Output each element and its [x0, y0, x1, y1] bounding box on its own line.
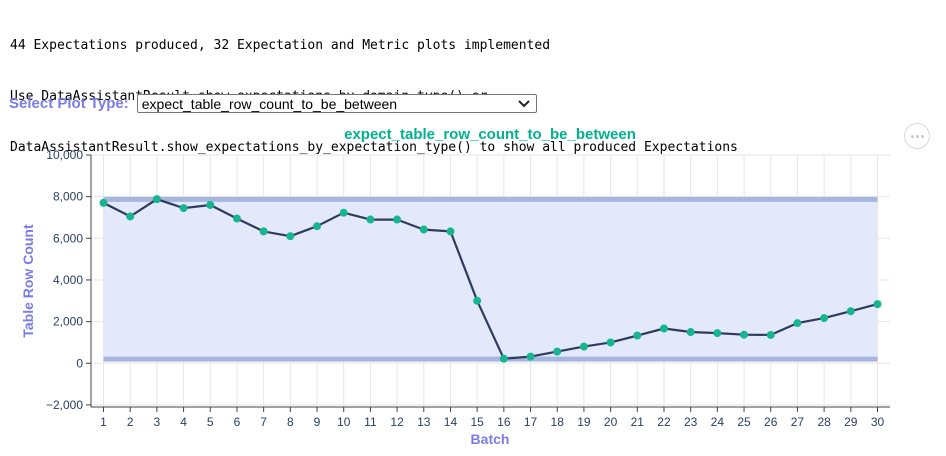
expectation-band	[103, 199, 878, 360]
data-point	[473, 296, 482, 305]
data-point	[179, 204, 188, 213]
x-tick-label: 17	[524, 415, 538, 429]
data-point	[313, 222, 322, 231]
y-tick-label: 2,000	[53, 315, 83, 329]
plot-type-selector: Select Plot Type: expect_table_row_count…	[9, 94, 537, 113]
x-tick-label: 24	[711, 415, 725, 429]
plot-type-dropdown[interactable]: expect_table_row_count_to_be_between	[136, 94, 537, 113]
x-tick-label: 9	[314, 415, 321, 429]
x-tick-label: 3	[154, 415, 161, 429]
more-dot	[920, 134, 924, 138]
data-point	[259, 227, 268, 236]
x-tick-label: 23	[684, 415, 698, 429]
x-tick-label: 10	[337, 415, 351, 429]
data-point	[686, 328, 695, 337]
x-tick-label: 21	[631, 415, 645, 429]
chevron-down-icon	[518, 99, 530, 107]
data-point	[499, 354, 508, 363]
more-dot	[915, 134, 919, 138]
data-point	[820, 314, 829, 323]
x-tick-label: 1	[100, 415, 107, 429]
data-point	[659, 324, 668, 333]
y-tick-label: 10,000	[46, 148, 83, 162]
more-dots-icon	[910, 134, 914, 138]
x-tick-label: 29	[844, 415, 858, 429]
data-point	[206, 200, 215, 209]
x-tick-label: 19	[577, 415, 591, 429]
y-tick-label: −2,000	[46, 398, 83, 412]
x-tick-label: 16	[497, 415, 511, 429]
data-point	[766, 330, 775, 339]
x-tick-label: 13	[417, 415, 431, 429]
x-tick-label: 30	[871, 415, 885, 429]
data-point	[713, 329, 722, 338]
data-point	[446, 227, 455, 236]
data-point	[393, 215, 402, 224]
x-axis-title: Batch	[471, 431, 510, 447]
data-point	[846, 307, 855, 316]
data-point	[606, 338, 615, 347]
x-tick-label: 12	[390, 415, 404, 429]
plot-type-selected-value: expect_table_row_count_to_be_between	[141, 95, 398, 112]
row-count-line	[103, 198, 878, 360]
x-tick-label: 6	[234, 415, 241, 429]
y-tick-label: 4,000	[53, 273, 83, 287]
data-point	[793, 319, 802, 328]
data-point	[633, 331, 642, 340]
data-point	[873, 300, 882, 309]
x-tick-label: 27	[791, 415, 805, 429]
x-tick-label: 2	[127, 415, 134, 429]
x-tick-label: 8	[287, 415, 294, 429]
x-tick-label: 11	[364, 415, 377, 429]
x-tick-label: 20	[604, 415, 618, 429]
y-tick-label: 6,000	[53, 231, 83, 245]
y-axis-title: Table Row Count	[20, 224, 36, 338]
x-tick-label: 26	[764, 415, 778, 429]
x-tick-label: 5	[207, 415, 214, 429]
data-point	[232, 214, 241, 223]
chart-title: expect_table_row_count_to_be_between	[344, 126, 636, 143]
data-point	[419, 225, 428, 234]
x-tick-label: 25	[737, 415, 751, 429]
x-tick-label: 4	[180, 415, 187, 429]
data-point	[152, 195, 161, 204]
x-tick-label: 14	[444, 415, 458, 429]
x-tick-label: 7	[260, 415, 267, 429]
data-point	[126, 212, 135, 221]
x-tick-label: 28	[817, 415, 831, 429]
x-tick-label: 18	[551, 415, 565, 429]
y-tick-label: 8,000	[53, 190, 83, 204]
x-tick-label: 22	[657, 415, 671, 429]
data-point	[286, 232, 295, 241]
data-point	[99, 198, 108, 207]
data-point	[339, 208, 348, 217]
y-tick-label: 0	[76, 356, 83, 370]
console-line: DataAssistantResult.show_expectations_by…	[10, 140, 738, 155]
more-options-button[interactable]	[904, 123, 930, 149]
data-point	[366, 215, 375, 224]
plot-type-label: Select Plot Type:	[9, 95, 129, 112]
data-point	[553, 347, 562, 356]
data-point	[740, 330, 749, 339]
console-line: 44 Expectations produced, 32 Expectation…	[10, 38, 551, 53]
data-point	[579, 342, 588, 351]
data-point	[526, 352, 535, 361]
x-tick-label: 15	[470, 415, 484, 429]
